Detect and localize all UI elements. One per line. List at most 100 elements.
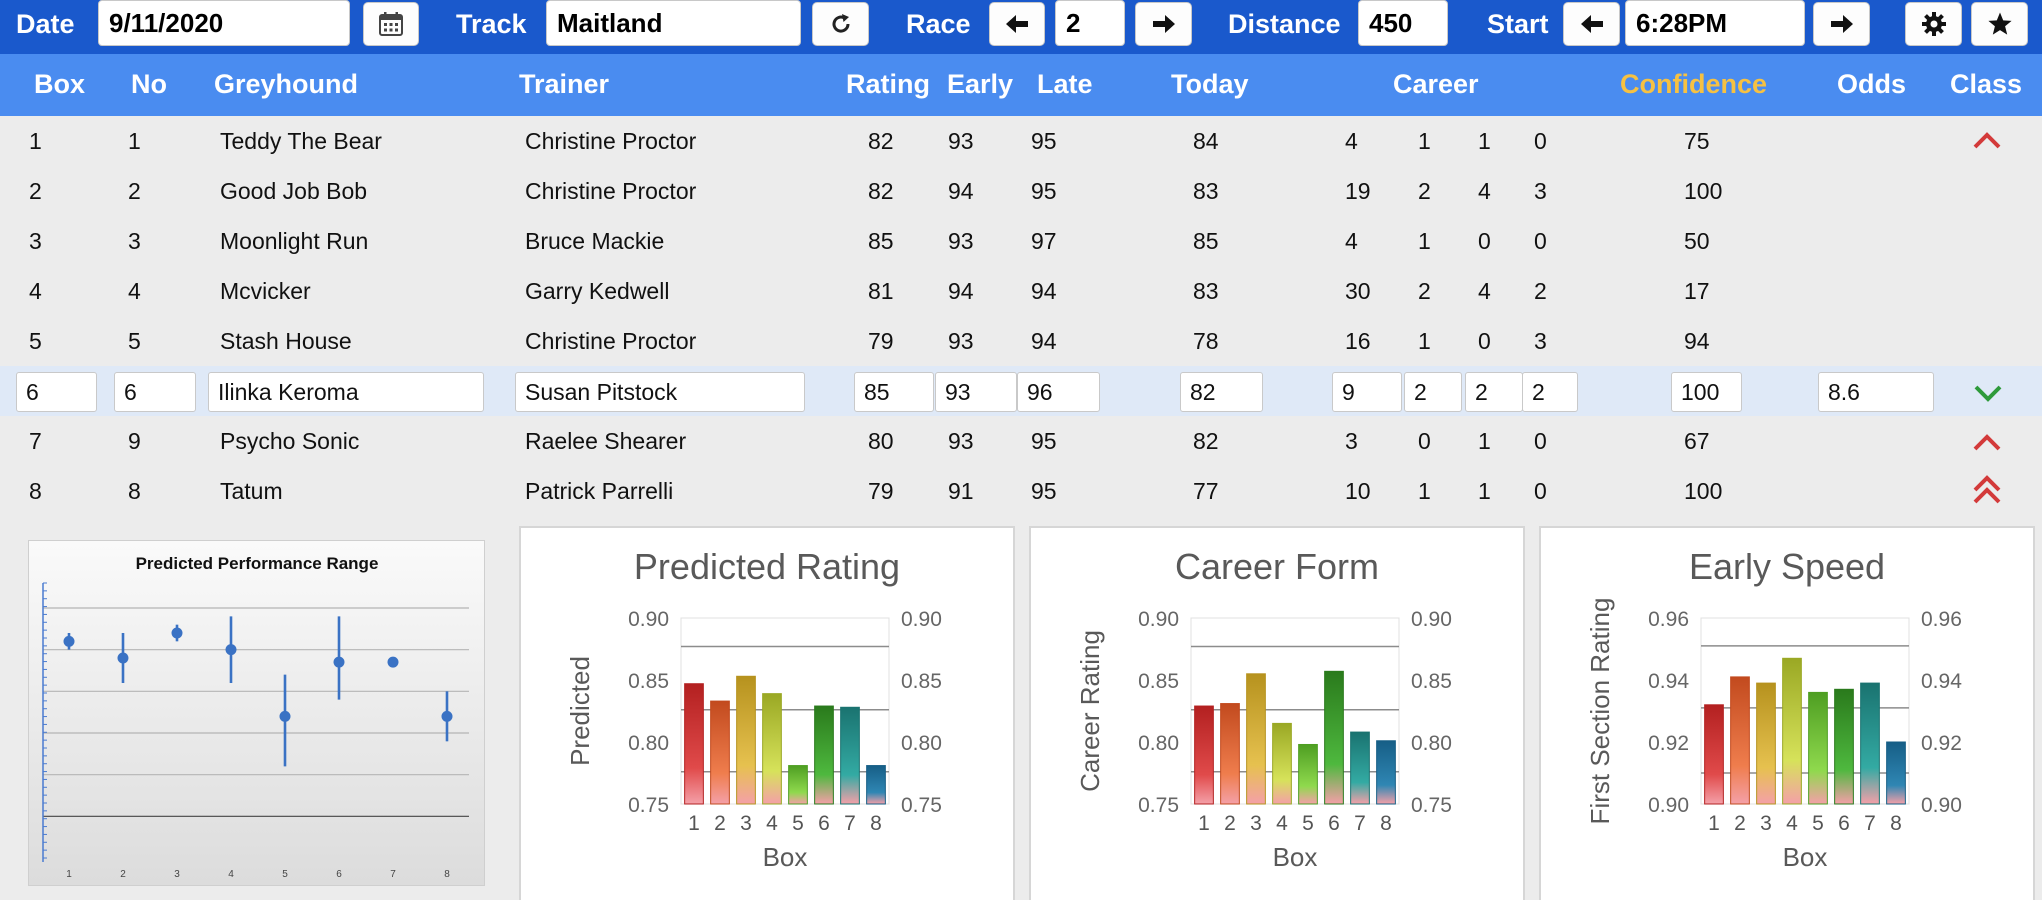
arrow-right-icon (1830, 15, 1853, 33)
y-tick-label-right: 0.90 (1921, 794, 1962, 817)
class-up-icon (1973, 434, 2001, 451)
x-tick-label: 5 (1812, 812, 1824, 835)
column-early[interactable]: Early (947, 69, 1014, 99)
early-cell: 93 (948, 128, 974, 154)
chart-title: Predicted Performance Range (136, 554, 379, 573)
column-rating[interactable]: Rating (846, 69, 930, 99)
late-field[interactable]: 96 (1017, 372, 1100, 412)
late-cell: 94 (1031, 328, 1057, 354)
career-form-panel: Career Form 0.75 0.75 0.80 0.80 0.85 0.85 0.90… (1029, 526, 1525, 900)
table-row-selected[interactable]: 6 6 Ilinka Keroma Susan Pitstock 85 93 9… (0, 366, 2042, 416)
late-cell: 95 (1031, 178, 1057, 204)
bar (684, 683, 704, 805)
bar (1194, 705, 1214, 805)
race-field[interactable]: 2 (1055, 0, 1125, 46)
career-wins-cell: 1 (1418, 328, 1431, 354)
start-time-field[interactable]: 6:28PM (1625, 0, 1805, 46)
confidence-field[interactable]: 100 (1671, 372, 1742, 412)
greyhound-field[interactable]: Ilinka Keroma (208, 372, 484, 412)
previous-start-button[interactable] (1563, 2, 1620, 46)
career-thirds-field[interactable]: 2 (1522, 372, 1578, 412)
chart-title: Predicted Rating (633, 546, 901, 587)
career-starts-cell: 3 (1345, 428, 1358, 454)
distance-field[interactable]: 450 (1358, 0, 1448, 46)
early-field[interactable]: 93 (935, 372, 1017, 412)
career-form-chart: 0.75 0.75 0.80 0.80 0.85 0.85 0.90 0.90 1 2 3 4 5 6 7 8… (1075, 608, 1452, 872)
y-tick-label-left: 0.85 (1138, 670, 1179, 693)
star-icon (1987, 12, 2012, 35)
date-field[interactable]: 9/11/2020 (98, 0, 350, 46)
trainer-cell: Christine Proctor (525, 128, 697, 154)
x-tick-label: 5 (1302, 812, 1314, 835)
y-tick-label-right: 0.92 (1921, 732, 1962, 755)
column-greyhound[interactable]: Greyhound (214, 69, 359, 99)
table-row[interactable]: 7 9 Psycho Sonic Raelee Shearer 80 93 95… (0, 416, 2042, 466)
toolbar: Date 9/11/2020 Track Maitland Race 2 Dis… (0, 0, 2042, 54)
x-tick-label: 4 (1786, 812, 1798, 835)
career-seconds-cell: 4 (1478, 278, 1491, 304)
previous-race-button[interactable] (989, 2, 1045, 46)
today-cell: 77 (1193, 478, 1219, 504)
x-tick-label: 2 (120, 869, 126, 880)
table-row[interactable]: 5 5 Stash House Christine Proctor 79 93 … (0, 316, 2042, 366)
track-field[interactable]: Maitland (546, 0, 801, 46)
rating-field[interactable]: 85 (854, 372, 934, 412)
bar (814, 705, 834, 805)
greyhound-cell: Good Job Bob (220, 178, 368, 204)
column-trainer[interactable]: Trainer (519, 69, 610, 99)
trainer-field[interactable]: Susan Pitstock (515, 372, 805, 412)
next-race-button[interactable] (1135, 2, 1192, 46)
career-seconds-cell: 1 (1478, 428, 1491, 454)
y-tick-label-right: 0.75 (1411, 794, 1452, 817)
data-point (387, 656, 399, 668)
column-today[interactable]: Today (1171, 69, 1249, 99)
career-seconds-field[interactable]: 2 (1465, 372, 1523, 412)
arrow-left-icon (1580, 15, 1603, 33)
table-row[interactable]: 2 2 Good Job Bob Christine Proctor 82 94… (0, 166, 2042, 216)
career-starts-field[interactable]: 9 (1332, 372, 1402, 412)
career-starts-cell: 4 (1345, 128, 1358, 154)
column-odds[interactable]: Odds (1837, 69, 1907, 99)
table-row[interactable]: 1 1 Teddy The Bear Christine Proctor 82 … (0, 116, 2042, 166)
column-late[interactable]: Late (1037, 69, 1093, 99)
table-row[interactable]: 8 8 Tatum Patrick Parrelli 79 91 95 77 1… (0, 466, 2042, 516)
today-field[interactable]: 82 (1180, 372, 1263, 412)
column-confidence[interactable]: Confidence (1620, 69, 1768, 99)
y-axis-label: Predicted (565, 656, 595, 766)
no-field[interactable]: 6 (114, 372, 196, 412)
bar (788, 765, 808, 805)
table-row[interactable]: 3 3 Moonlight Run Bruce Mackie 85 93 97 … (0, 216, 2042, 266)
career-thirds-cell: 0 (1534, 228, 1547, 254)
x-tick-label: 3 (174, 869, 180, 880)
greyhound-cell: Mcvicker (220, 278, 311, 304)
late-cell: 95 (1031, 428, 1057, 454)
bar (1272, 722, 1292, 805)
column-career[interactable]: Career (1393, 69, 1479, 99)
trainer-cell: Bruce Mackie (525, 228, 665, 254)
calendar-button[interactable] (363, 2, 419, 46)
odds-field[interactable]: 8.6 (1818, 372, 1934, 412)
confidence-cell: 50 (1684, 228, 1710, 254)
x-tick-label: 4 (228, 869, 234, 880)
bar (1808, 691, 1828, 805)
column-class[interactable]: Class (1950, 69, 2023, 99)
career-wins-cell: 2 (1418, 178, 1431, 204)
column-box[interactable]: Box (34, 69, 86, 99)
career-wins-field[interactable]: 2 (1404, 372, 1462, 412)
favourite-button[interactable] (1971, 2, 2028, 46)
bar (1834, 688, 1854, 805)
x-tick-label: 3 (740, 812, 752, 835)
table-row[interactable]: 4 4 Mcvicker Garry Kedwell 81 94 94 83 3… (0, 266, 2042, 316)
settings-button[interactable] (1905, 2, 1962, 46)
box-field[interactable]: 6 (16, 372, 97, 412)
column-no[interactable]: No (131, 69, 167, 99)
refresh-button[interactable] (812, 2, 869, 46)
x-tick-label: 8 (444, 869, 450, 880)
career-thirds-cell: 0 (1534, 428, 1547, 454)
confidence-cell: 75 (1684, 128, 1710, 154)
no-cell: 1 (128, 128, 141, 154)
y-tick-label-right: 0.75 (901, 794, 942, 817)
next-start-button[interactable] (1813, 2, 1870, 46)
bar (840, 706, 860, 805)
today-cell: 85 (1193, 228, 1219, 254)
